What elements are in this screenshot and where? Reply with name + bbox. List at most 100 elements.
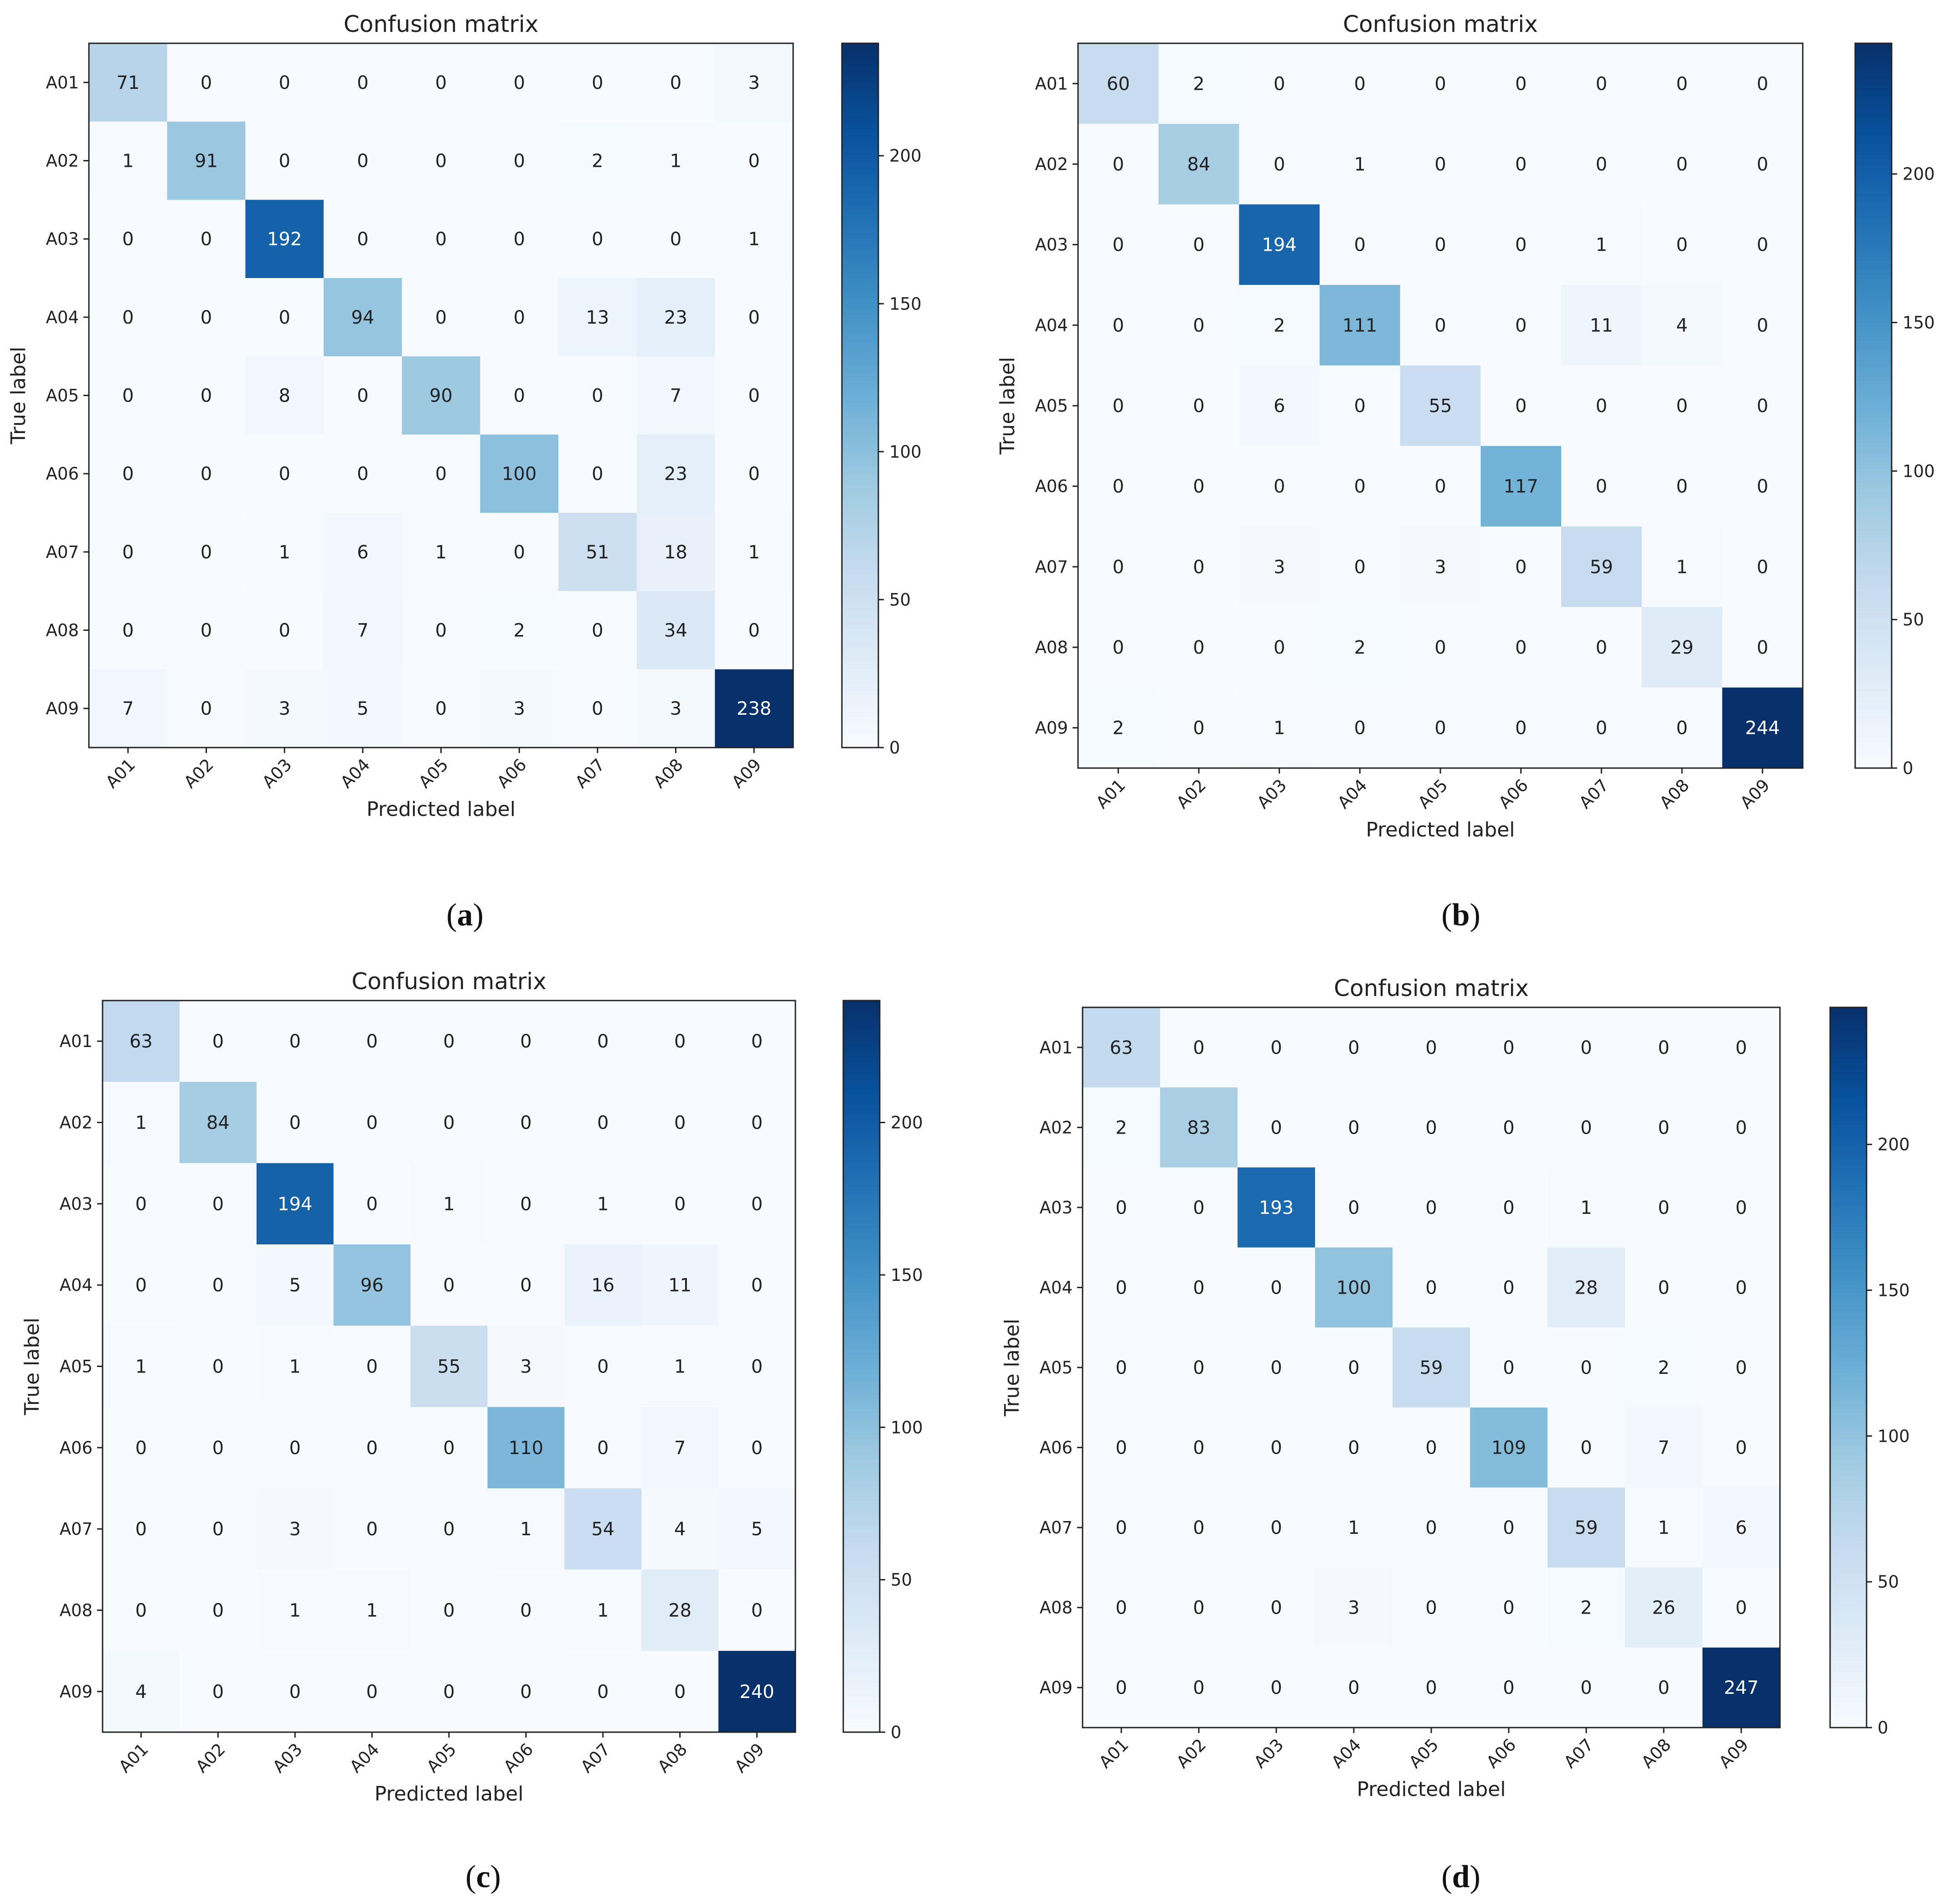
heatmap-cell	[1561, 285, 1642, 366]
cell-value-label: 2	[1580, 1598, 1592, 1619]
heatmap-cell	[1625, 1007, 1703, 1088]
colorbar-tick-label: 100	[891, 1418, 923, 1437]
cell-value-label: 0	[1193, 637, 1204, 658]
cell-value-label: 1	[674, 1357, 686, 1378]
y-tick-label: A09	[1035, 718, 1068, 738]
heatmap-cell	[179, 1163, 257, 1245]
cell-value-label: 0	[1425, 1277, 1437, 1298]
heatmap-cell	[487, 1001, 565, 1082]
x-tick-label: A08	[1638, 1735, 1675, 1772]
heatmap-cell	[564, 1082, 642, 1164]
cell-value-label: 0	[1434, 154, 1446, 175]
heatmap-cell	[245, 434, 324, 513]
heatmap-cell	[402, 513, 480, 592]
x-tick-label: A04	[1334, 775, 1371, 813]
cell-value-label: 0	[366, 1194, 377, 1215]
cell-value-label: 0	[1503, 1037, 1514, 1058]
heatmap-cell	[1722, 285, 1803, 366]
cell-value-label: 0	[435, 307, 447, 328]
heatmap-cell	[1702, 1087, 1780, 1168]
cell-value-label: 0	[212, 1275, 224, 1296]
heatmap-cell	[245, 278, 324, 357]
heatmap-cell	[1160, 1567, 1238, 1648]
y-tick-label: A01	[46, 73, 79, 93]
cell-value-label: 0	[1270, 1517, 1282, 1538]
cell-value-label: 0	[1425, 1117, 1437, 1138]
y-tick-label: A02	[1040, 1118, 1073, 1137]
cell-value-label: 7	[674, 1438, 686, 1459]
cell-value-label: 6	[1735, 1517, 1747, 1538]
cell-value-label: 0	[1348, 1357, 1359, 1378]
cell-value-label: 0	[748, 620, 759, 641]
cell-value-label: 0	[751, 1357, 763, 1378]
x-tick-label: A05	[1414, 775, 1452, 813]
colorbar	[842, 1000, 881, 1733]
heatmap-cell	[1239, 124, 1320, 205]
cell-value-label: 5	[751, 1519, 763, 1540]
heatmap-cell	[245, 591, 324, 670]
heatmap-cell	[1480, 687, 1562, 769]
heatmap-cell	[1083, 1487, 1161, 1568]
cell-value-label: 5	[289, 1275, 300, 1296]
heatmap-cell	[480, 669, 559, 748]
cell-value-label: 0	[435, 72, 447, 93]
heatmap-cell	[1547, 1647, 1625, 1728]
heatmap-cell	[1561, 607, 1642, 688]
heatmap-cell	[245, 669, 324, 748]
y-axis-label: True label	[996, 357, 1019, 455]
heatmap-cell	[1083, 1167, 1161, 1248]
colorbar-tick-label: 150	[891, 1265, 923, 1285]
heatmap-cell	[333, 1326, 411, 1408]
y-tick-label: A05	[1035, 396, 1068, 416]
cell-value-label: 0	[1115, 1277, 1127, 1298]
cell-value-label: 0	[357, 151, 368, 172]
heatmap-cell	[1702, 1567, 1780, 1648]
cell-value-label: 84	[1187, 154, 1211, 175]
x-tick-label: A09	[1715, 1735, 1753, 1772]
cell-value-label: 1	[1274, 718, 1285, 739]
cell-value-label: 1	[289, 1600, 300, 1621]
cell-value-label: 111	[1342, 315, 1377, 336]
heatmap-cell	[1315, 1567, 1393, 1648]
heatmap-cell	[718, 1163, 796, 1245]
cell-value-label: 71	[116, 72, 139, 93]
cell-value-label: 0	[1354, 476, 1366, 497]
x-tick-label: A05	[423, 1739, 460, 1777]
cell-value-label: 0	[1270, 1598, 1282, 1619]
heatmap-cell	[1722, 43, 1803, 124]
cell-value-label: 0	[1348, 1197, 1359, 1218]
heatmap-cell	[333, 1651, 411, 1733]
cell-value-label: 0	[1348, 1117, 1359, 1138]
colorbar-tick-label: 100	[1903, 461, 1935, 481]
cell-value-label: 0	[212, 1438, 224, 1459]
cell-value-label: 94	[351, 307, 374, 328]
heatmap-cell	[1078, 687, 1159, 769]
heatmap-cell	[636, 513, 715, 592]
heatmap-cell	[564, 1163, 642, 1245]
heatmap-cell	[1470, 1327, 1548, 1408]
colorbar	[1854, 42, 1893, 769]
cell-value-label: 11	[668, 1275, 691, 1296]
cell-value-label: 0	[748, 307, 759, 328]
heatmap-cell	[103, 1163, 180, 1245]
cell-value-label: 34	[664, 620, 687, 641]
cell-value-label: 0	[520, 1275, 531, 1296]
cell-value-label: 4	[674, 1519, 686, 1540]
x-tick-label: A05	[1405, 1735, 1443, 1772]
heatmap-cell	[1722, 365, 1803, 446]
heatmap-cell	[1547, 1567, 1625, 1648]
chart-title: Confusion matrix	[351, 968, 547, 995]
cell-value-label: 0	[1658, 1277, 1669, 1298]
y-tick-label: A01	[1035, 74, 1068, 93]
cell-value-label: 0	[1425, 1197, 1437, 1218]
heatmap-cell	[245, 121, 324, 200]
cell-value-label: 0	[1193, 315, 1204, 336]
heatmap-cell	[1625, 1647, 1703, 1728]
y-tick-label: A06	[1040, 1438, 1073, 1458]
heatmap-cell	[480, 434, 559, 513]
cell-value-label: 0	[513, 542, 525, 563]
colorbar-tick-label: 150	[1903, 313, 1935, 333]
cell-value-label: 0	[1193, 1438, 1204, 1459]
heatmap-cell	[1722, 607, 1803, 688]
